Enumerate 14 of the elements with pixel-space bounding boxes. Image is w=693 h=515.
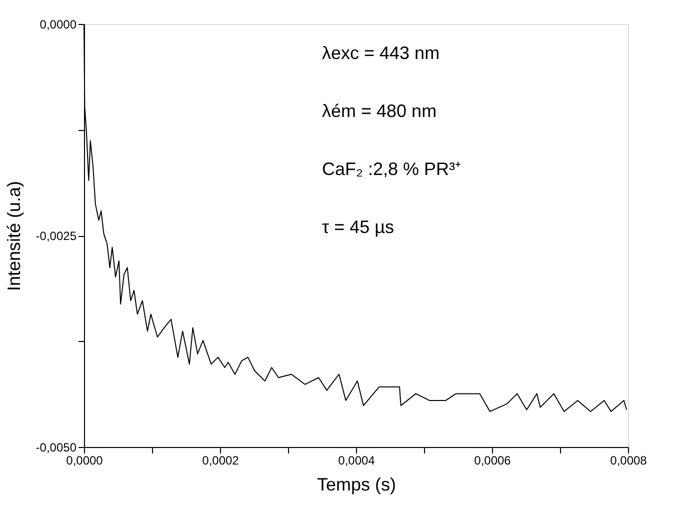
y-tick-label: 0,0000 — [40, 18, 77, 32]
x-axis-title: Temps (s) — [316, 474, 396, 494]
y-axis-title: Intensité (u.a) — [4, 180, 24, 292]
annotation: λexc = 443 nm — [322, 43, 440, 63]
annotation: τ = 45 µs — [322, 217, 394, 237]
y-tick-label: -0,0025 — [36, 229, 77, 243]
x-tick-label: 0,0006 — [474, 454, 512, 468]
annotation: CaF₂ :2,8 % PR³⁺ — [322, 159, 462, 179]
x-tick-label: 0,0004 — [338, 454, 376, 468]
x-tick-label: 0,0002 — [202, 454, 240, 468]
x-tick-label: 0,0008 — [610, 454, 648, 468]
x-tick-label: 0,0000 — [66, 454, 104, 468]
annotation: λém = 480 nm — [322, 101, 437, 121]
y-tick-label: -0,0050 — [36, 440, 77, 454]
